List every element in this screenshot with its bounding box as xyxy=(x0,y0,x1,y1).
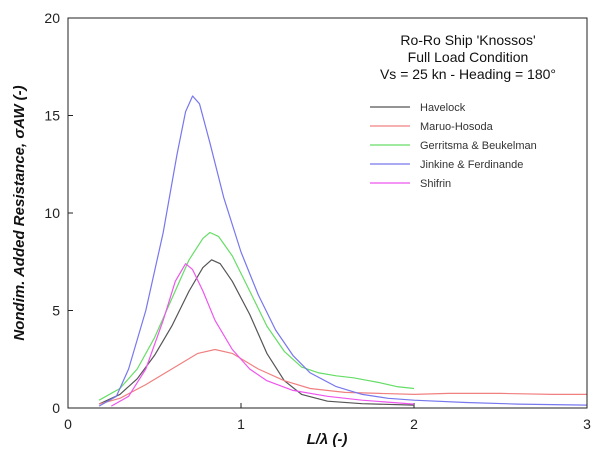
series-line xyxy=(98,259,415,406)
series-line xyxy=(98,231,415,401)
legend-label: Gerritsma & Beukelman xyxy=(420,140,537,152)
y-tick-label: 10 xyxy=(44,205,60,221)
x-tick-label: 3 xyxy=(583,416,591,432)
axis-ticks: 0 1 2 3 0 5 10 15 20 xyxy=(44,10,591,432)
chart-title-line-2: Full Load Condition xyxy=(408,49,529,65)
plot-frame xyxy=(67,17,588,409)
series-line xyxy=(111,263,415,407)
chart-title-line-1: Ro-Ro Ship 'Knossos' xyxy=(400,32,535,48)
legend-label: Havelock xyxy=(420,102,466,114)
x-tick-label: 1 xyxy=(237,416,245,432)
legend-label: Jinkine & Ferdinande xyxy=(420,159,523,171)
y-axis-title: Nondim. Added Resistance, σAW (-) xyxy=(11,85,28,340)
legend: Havelock Maruo-Hosoda Gerritsma & Beukelma… xyxy=(370,102,537,190)
y-tick-label: 20 xyxy=(44,10,60,26)
plot-series xyxy=(98,95,588,407)
y-tick-label: 0 xyxy=(52,400,60,416)
legend-label: Shifrin xyxy=(420,178,451,190)
legend-label: Maruo-Hosoda xyxy=(420,121,494,133)
y-tick-label: 15 xyxy=(44,108,60,124)
x-tick-label: 2 xyxy=(410,416,418,432)
chart-title-line-3: Vs = 25 kn - Heading = 180° xyxy=(380,66,556,82)
series-line xyxy=(98,348,587,405)
series-line xyxy=(98,95,588,407)
y-tick-label: 5 xyxy=(52,303,60,319)
x-axis-title: L/λ (-) xyxy=(307,431,348,448)
x-tick-label: 0 xyxy=(64,416,72,432)
